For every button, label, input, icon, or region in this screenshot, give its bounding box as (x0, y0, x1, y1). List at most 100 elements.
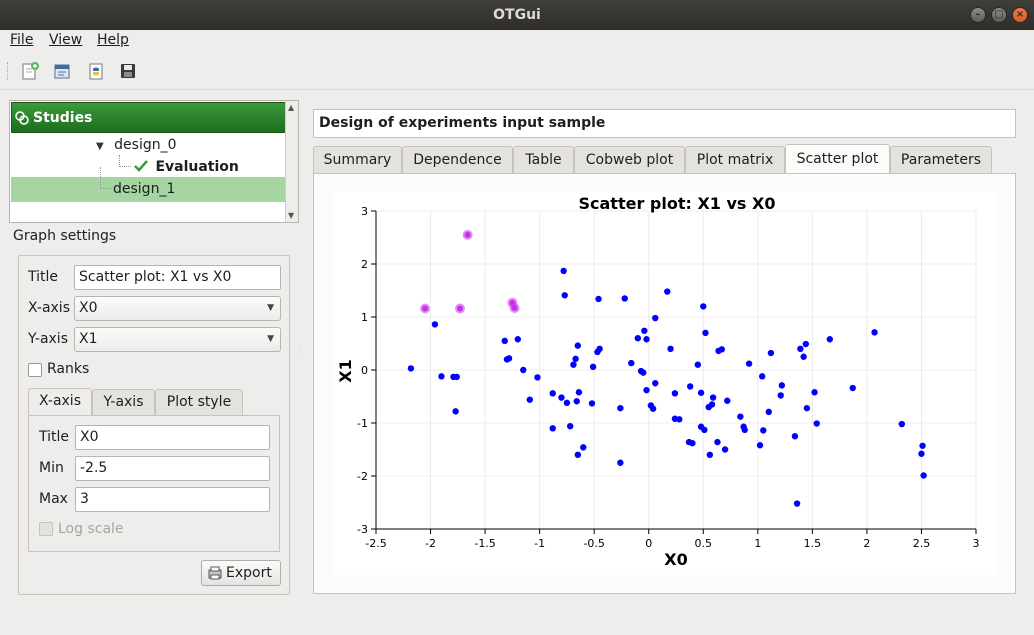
data-point (811, 389, 818, 396)
data-point (702, 329, 709, 337)
export-icon (208, 566, 222, 580)
axis-min-input[interactable]: -2.5 (75, 456, 270, 481)
menu-file[interactable]: File (10, 32, 33, 48)
x-tick-label: -1.5 (474, 537, 495, 550)
tree-item-design-0[interactable]: ▼ design_0 (96, 134, 177, 156)
tab-y-axis[interactable]: Y-axis (92, 389, 155, 416)
data-point (803, 404, 811, 412)
data-point (718, 346, 726, 353)
tab-plot-matrix[interactable]: Plot matrix (685, 146, 785, 173)
x-tick-label: 0 (645, 537, 652, 550)
data-point (558, 394, 565, 401)
export-label: Export (226, 565, 272, 581)
tab-summary[interactable]: Summary (313, 146, 402, 173)
data-point (572, 355, 579, 363)
tree-item-design-1[interactable]: design_1 (113, 178, 175, 200)
minimize-button[interactable]: – (970, 7, 986, 23)
scroll-up-icon[interactable]: ▲ (288, 103, 295, 112)
import-python-button[interactable] (86, 61, 106, 81)
tab-label: Parameters (900, 152, 982, 168)
chart-points (407, 229, 927, 507)
y-tick-label: -2 (357, 470, 368, 483)
tab-cobweb-plot[interactable]: Cobweb plot (574, 146, 685, 173)
data-point (570, 361, 577, 368)
scatter-plot[interactable]: -2.5 -2 -1.5 -1 -0.5 0 0.5 1 1.5 2 2.5 3 3 2 1 0 -1 -2 -3 … (333, 191, 996, 575)
data-point (452, 408, 459, 415)
data-point (563, 399, 571, 407)
maximize-button[interactable]: □ (991, 7, 1007, 23)
data-point (778, 382, 786, 389)
data-point (700, 303, 707, 310)
window-title: OTGui (493, 7, 541, 23)
expand-arrow-icon[interactable]: ▼ (96, 141, 104, 152)
y-tick-label: -3 (357, 523, 368, 536)
highlighted-data-point-core (464, 231, 471, 238)
data-point (800, 353, 807, 360)
chart-xlabel: X0 (664, 550, 687, 569)
ranks-checkbox[interactable] (28, 363, 42, 377)
data-point (793, 500, 801, 507)
menu-view[interactable]: View (49, 32, 82, 48)
tab-x-axis[interactable]: X-axis (28, 388, 92, 416)
data-point (724, 397, 731, 404)
data-point (643, 336, 650, 343)
xaxis-select[interactable]: X0 ▼ (74, 296, 281, 321)
save-button[interactable] (118, 61, 138, 81)
open-study-button[interactable] (52, 61, 72, 81)
data-point (617, 404, 624, 412)
x-axis-settings-pane (28, 415, 280, 552)
data-point (560, 267, 567, 275)
x-tick-label: 1.5 (804, 537, 822, 550)
yaxis-select-value: X1 (79, 331, 98, 347)
data-point (802, 340, 810, 348)
scroll-down-icon[interactable]: ▼ (288, 211, 295, 220)
data-point (649, 405, 657, 412)
data-point (797, 345, 804, 352)
data-point (575, 389, 583, 396)
y-tick-label: -1 (357, 417, 368, 430)
log-scale-label: Log scale (58, 521, 124, 537)
axis-max-input[interactable]: 3 (75, 487, 270, 512)
log-scale-checkbox[interactable] (39, 522, 53, 536)
tab-scatter-plot[interactable]: Scatter plot (785, 144, 890, 174)
title-label: Title (28, 269, 59, 285)
data-point (634, 335, 642, 342)
open-study-icon (54, 64, 70, 79)
data-point (514, 336, 522, 343)
tree-branch-line (119, 155, 131, 167)
close-icon: × (1015, 9, 1025, 20)
y-tick-label: 0 (361, 364, 368, 377)
data-point (573, 398, 580, 405)
page-title: Design of experiments input sample (313, 109, 1016, 138)
data-point (706, 451, 714, 458)
plot-title-input[interactable]: Scatter plot: X1 vs X0 (74, 265, 281, 290)
scatter-chart[interactable]: -2.5 -2 -1.5 -1 -0.5 0 0.5 1 1.5 2 2.5 33210-1-2-3 … (333, 191, 996, 575)
axis-title-input[interactable]: X0 (75, 425, 270, 450)
tab-parameters[interactable]: Parameters (890, 146, 992, 173)
export-button[interactable]: Export (201, 560, 281, 586)
yaxis-select[interactable]: X1 ▼ (74, 327, 281, 352)
tree-scrollbar[interactable]: ▲ ▼ (285, 101, 298, 222)
menu-file-label: File (10, 32, 34, 48)
splitter-handle[interactable]: · · · (300, 343, 302, 358)
xaxis-select-value: X0 (79, 300, 98, 316)
data-point (745, 360, 753, 367)
tree-root-studies[interactable]: Studies (11, 102, 286, 133)
menu-help[interactable]: Help (97, 32, 129, 48)
data-point (595, 295, 602, 303)
tab-dependence[interactable]: Dependence (402, 146, 513, 173)
new-study-icon (22, 62, 39, 80)
data-point (643, 386, 650, 394)
study-tree[interactable]: Studies ▼ design_0 Evaluation design_1 ▲… (9, 100, 299, 223)
chart-title: Scatter plot: X1 vs X0 (579, 194, 776, 213)
data-point (549, 425, 556, 432)
data-point (641, 327, 648, 334)
tab-table[interactable]: Table (513, 146, 574, 173)
tree-item-evaluation[interactable]: Evaluation (134, 156, 239, 178)
close-button[interactable]: × (1012, 7, 1028, 23)
data-point (671, 390, 679, 397)
toolbar-grip (7, 62, 10, 80)
tab-plot-style[interactable]: Plot style (155, 389, 243, 416)
data-point (640, 369, 647, 376)
new-study-button[interactable] (20, 61, 40, 81)
